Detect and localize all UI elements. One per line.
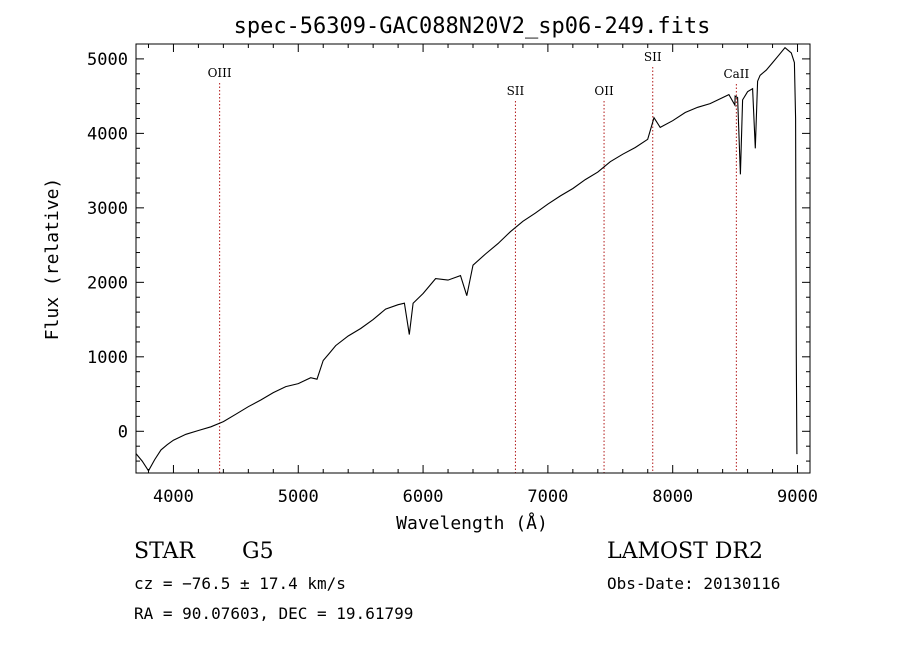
axis-ticks: 4000 5000 6000 7000 8000 9000 0 1000 2000 3000 400…: [87, 44, 818, 507]
redshift-info: cz = −76.5 ± 17.4 km/s: [134, 574, 346, 593]
x-tick-label: 9000: [777, 487, 818, 507]
x-tick-label: 4000: [153, 487, 194, 507]
line-label: CaII: [723, 67, 749, 81]
x-tick-label: 5000: [278, 487, 319, 507]
y-tick-label: 3000: [87, 199, 128, 219]
line-label: OIII: [208, 66, 232, 80]
spectrum-line: [135, 46, 798, 472]
object-subclass: G5: [242, 539, 274, 564]
y-axis-label: Flux (relative): [42, 178, 63, 341]
line-label: SII: [644, 50, 662, 64]
x-axis-label: Wavelength (Å): [396, 512, 548, 534]
line-label: OII: [594, 84, 614, 98]
y-tick-label: 1000: [87, 348, 128, 368]
line-label: SII: [507, 84, 525, 98]
survey-name: LAMOST DR2: [607, 539, 763, 564]
x-tick-label: 8000: [652, 487, 693, 507]
plot-frame: [135, 43, 811, 474]
y-tick-label: 4000: [87, 124, 128, 144]
y-tick-label: 2000: [87, 273, 128, 293]
y-tick-label: 5000: [87, 50, 128, 70]
chart-title: spec-56309-GAC088N20V2_sp06-249.fits: [234, 14, 711, 39]
emission-line-markers: OIII SII OII SII CaII: [208, 50, 750, 473]
object-class: STAR: [134, 539, 195, 564]
observation-date: Obs-Date: 20130116: [607, 574, 781, 593]
x-tick-label: 6000: [403, 487, 444, 507]
y-tick-label: 0: [118, 422, 128, 442]
coordinates: RA = 90.07603, DEC = 19.61799: [134, 604, 414, 623]
x-tick-label: 7000: [527, 487, 568, 507]
